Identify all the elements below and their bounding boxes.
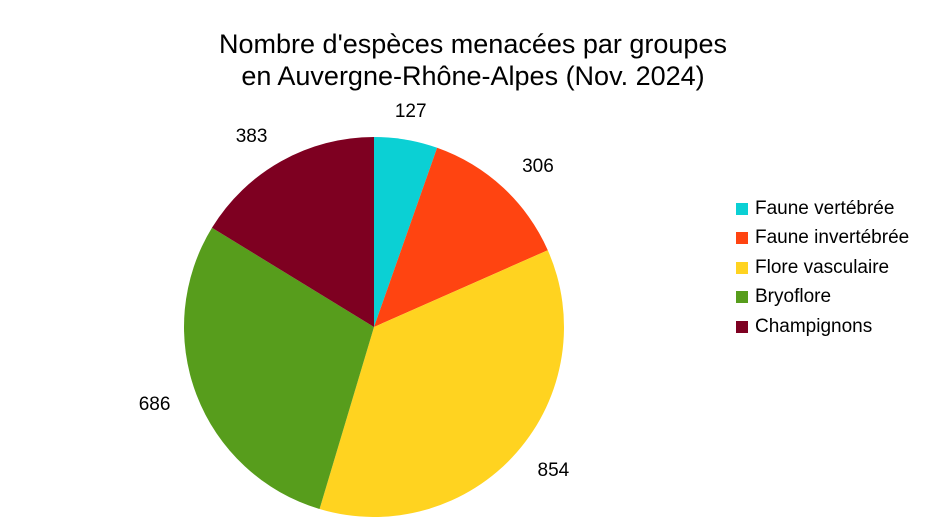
pie-slice-4 bbox=[211, 137, 374, 327]
legend-item-faune-invertebree: Faune invertébrée bbox=[736, 224, 909, 254]
data-label-0: 127 bbox=[395, 101, 427, 122]
legend-label: Champignons bbox=[755, 315, 873, 337]
chart-title-line-2: en Auvergne-Rhône-Alpes (Nov. 2024) bbox=[241, 61, 705, 91]
pie-slice-3 bbox=[183, 227, 374, 510]
data-label-1: 306 bbox=[522, 156, 554, 177]
legend-swatch bbox=[736, 291, 748, 304]
data-label-4: 383 bbox=[236, 126, 268, 147]
pie-slices bbox=[183, 136, 564, 518]
pie-slice-0 bbox=[374, 136, 438, 327]
chart-title: Nombre d'espèces menacées par groupes en… bbox=[0, 28, 946, 92]
data-label-3: 686 bbox=[139, 394, 171, 415]
legend-swatch bbox=[736, 320, 748, 333]
data-label-2: 854 bbox=[538, 460, 570, 481]
legend-item-bryoflore: Bryoflore bbox=[736, 283, 909, 313]
legend-label: Bryoflore bbox=[755, 286, 832, 308]
legend-swatch bbox=[736, 261, 748, 274]
legend-swatch bbox=[736, 202, 748, 215]
pie-slice-1 bbox=[374, 147, 548, 327]
legend-label: Faune invertébrée bbox=[755, 227, 910, 249]
pie-data-labels: 127 306 854 686 383 bbox=[139, 101, 570, 481]
legend: Faune vertébrée Faune invertébrée Flore … bbox=[736, 194, 909, 342]
chart-title-line-1: Nombre d'espèces menacées par groupes bbox=[219, 29, 727, 59]
legend-swatch bbox=[736, 232, 748, 245]
legend-item-flore-vasculaire: Flore vasculaire bbox=[736, 253, 909, 283]
legend-item-champignons: Champignons bbox=[736, 312, 909, 342]
legend-label: Faune vertébrée bbox=[755, 197, 895, 219]
legend-label: Flore vasculaire bbox=[755, 256, 890, 278]
pie-slice-2 bbox=[319, 250, 564, 518]
legend-item-faune-vertebree: Faune vertébrée bbox=[736, 194, 909, 224]
